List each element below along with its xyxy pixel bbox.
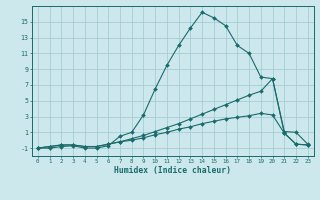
X-axis label: Humidex (Indice chaleur): Humidex (Indice chaleur) [114,166,231,175]
